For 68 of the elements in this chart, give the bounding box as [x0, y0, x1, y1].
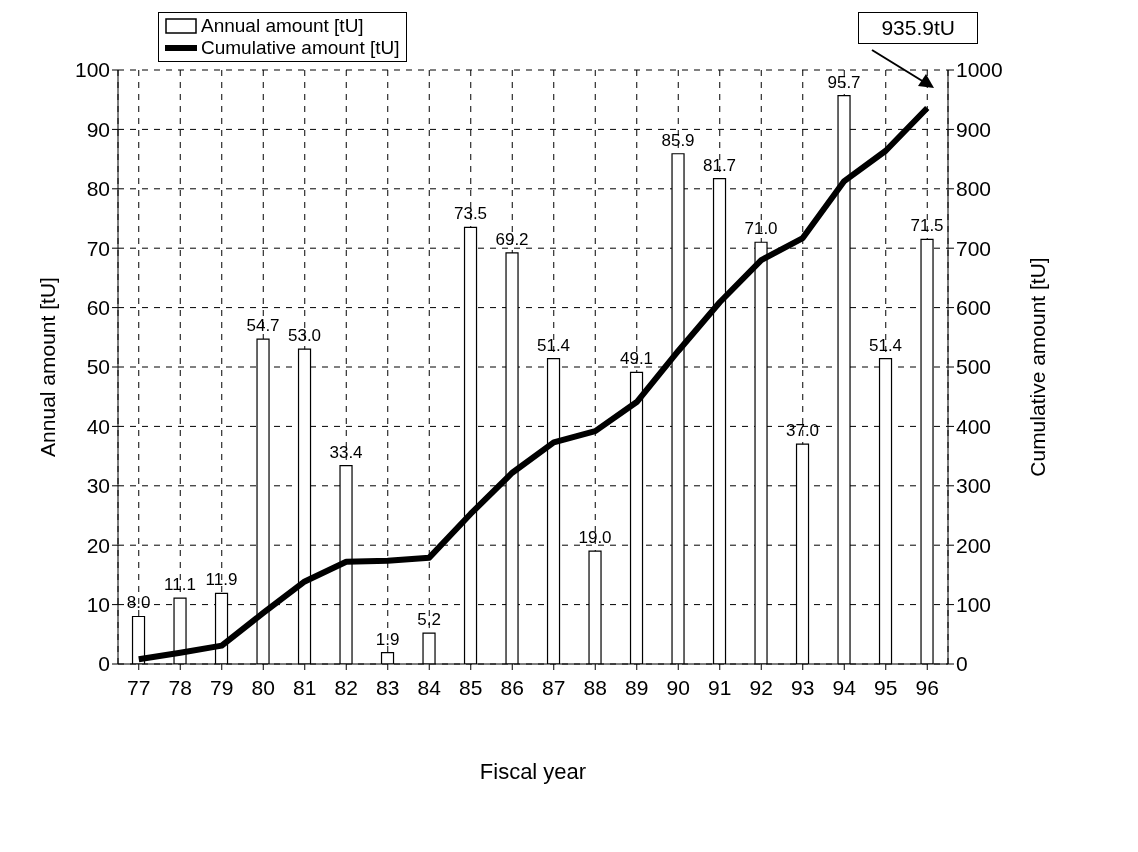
data-label: 11.1	[164, 575, 196, 595]
x-tick-label: 81	[293, 675, 317, 699]
y2-tick-label: 100	[956, 593, 992, 617]
y2-tick-label: 1000	[956, 58, 1003, 82]
x-tick-label: 77	[127, 675, 151, 699]
data-label: 51.4	[868, 335, 903, 355]
data-label: 73.5	[453, 204, 488, 224]
y-tick-label: 60	[86, 296, 110, 320]
data-label: 81.7	[702, 155, 737, 175]
x-tick-label: 87	[542, 675, 566, 699]
data-label: 54.7	[246, 316, 280, 336]
legend-label: Annual amount [tU]	[201, 15, 364, 37]
data-label: 85.9	[661, 130, 695, 150]
x-tick-label: 80	[251, 675, 275, 699]
y2-tick-label: 600	[956, 296, 992, 320]
text: 935.9tU	[858, 12, 978, 44]
x-tick-label: 83	[376, 675, 400, 699]
y2-axis-title: Cumulative amount [tU]	[1026, 257, 1050, 477]
y-tick-label: 30	[86, 474, 110, 498]
data-label: 49.1	[619, 349, 654, 369]
y-tick-label: 10	[86, 593, 110, 617]
y2-tick-label: 500	[956, 355, 992, 379]
data-label: 71.0	[744, 219, 778, 239]
data-label: 53.0	[287, 326, 322, 346]
x-tick-label: 92	[749, 675, 773, 699]
x-tick-label: 89	[625, 675, 649, 699]
data-label: 51.4	[536, 335, 571, 355]
y-tick-label: 20	[86, 533, 110, 557]
y2-tick-label: 300	[956, 474, 992, 498]
data-label: 33.4	[329, 442, 363, 462]
x-tick-label: 96	[915, 675, 939, 699]
y2-tick-label: 0	[956, 652, 968, 676]
y-tick-label: 70	[86, 236, 110, 260]
x-tick-label: 79	[210, 675, 234, 699]
x-tick-label: 86	[500, 675, 524, 699]
x-tick-label: 84	[417, 675, 442, 699]
x-tick-label: 78	[168, 675, 192, 699]
data-label: 69.2	[495, 229, 529, 249]
x-tick-label: 95	[874, 675, 898, 699]
y-tick-label: 80	[86, 177, 110, 201]
x-tick-label: 93	[791, 675, 815, 699]
y2-tick-label: 400	[956, 414, 992, 438]
x-tick-label: 91	[708, 675, 732, 699]
x-tick-label: 85	[459, 675, 483, 699]
data-label: 5.2	[417, 610, 441, 630]
x-tick-label: 90	[666, 675, 690, 699]
x-axis-title: Fiscal year	[479, 759, 587, 784]
y2-tick-label: 700	[956, 236, 992, 260]
y2-tick-label: 900	[956, 117, 992, 141]
y-tick-label: 100	[74, 58, 110, 82]
data-label: 1.9	[375, 629, 400, 649]
y-tick-label: 40	[86, 414, 110, 438]
x-tick-label: 94	[832, 675, 857, 699]
y-axis-title: Annual amount [tU]	[36, 277, 60, 457]
data-label: 11.9	[205, 570, 238, 590]
legend-label: Cumulative amount [tU]	[201, 37, 400, 59]
data-label: 19.0	[578, 528, 612, 548]
x-tick-label: 88	[583, 675, 607, 699]
y-tick-label: 50	[86, 355, 110, 379]
y-tick-label: 90	[86, 117, 110, 141]
data-label: 37.0	[785, 421, 820, 441]
data-label: 71.5	[910, 216, 944, 236]
y2-tick-label: 200	[956, 533, 992, 557]
data-label: 95.7	[827, 72, 861, 92]
data-label: 8.0	[126, 593, 151, 613]
y-tick-label: 0	[98, 652, 110, 676]
y2-tick-label: 800	[956, 177, 992, 201]
x-tick-label: 82	[334, 675, 358, 699]
